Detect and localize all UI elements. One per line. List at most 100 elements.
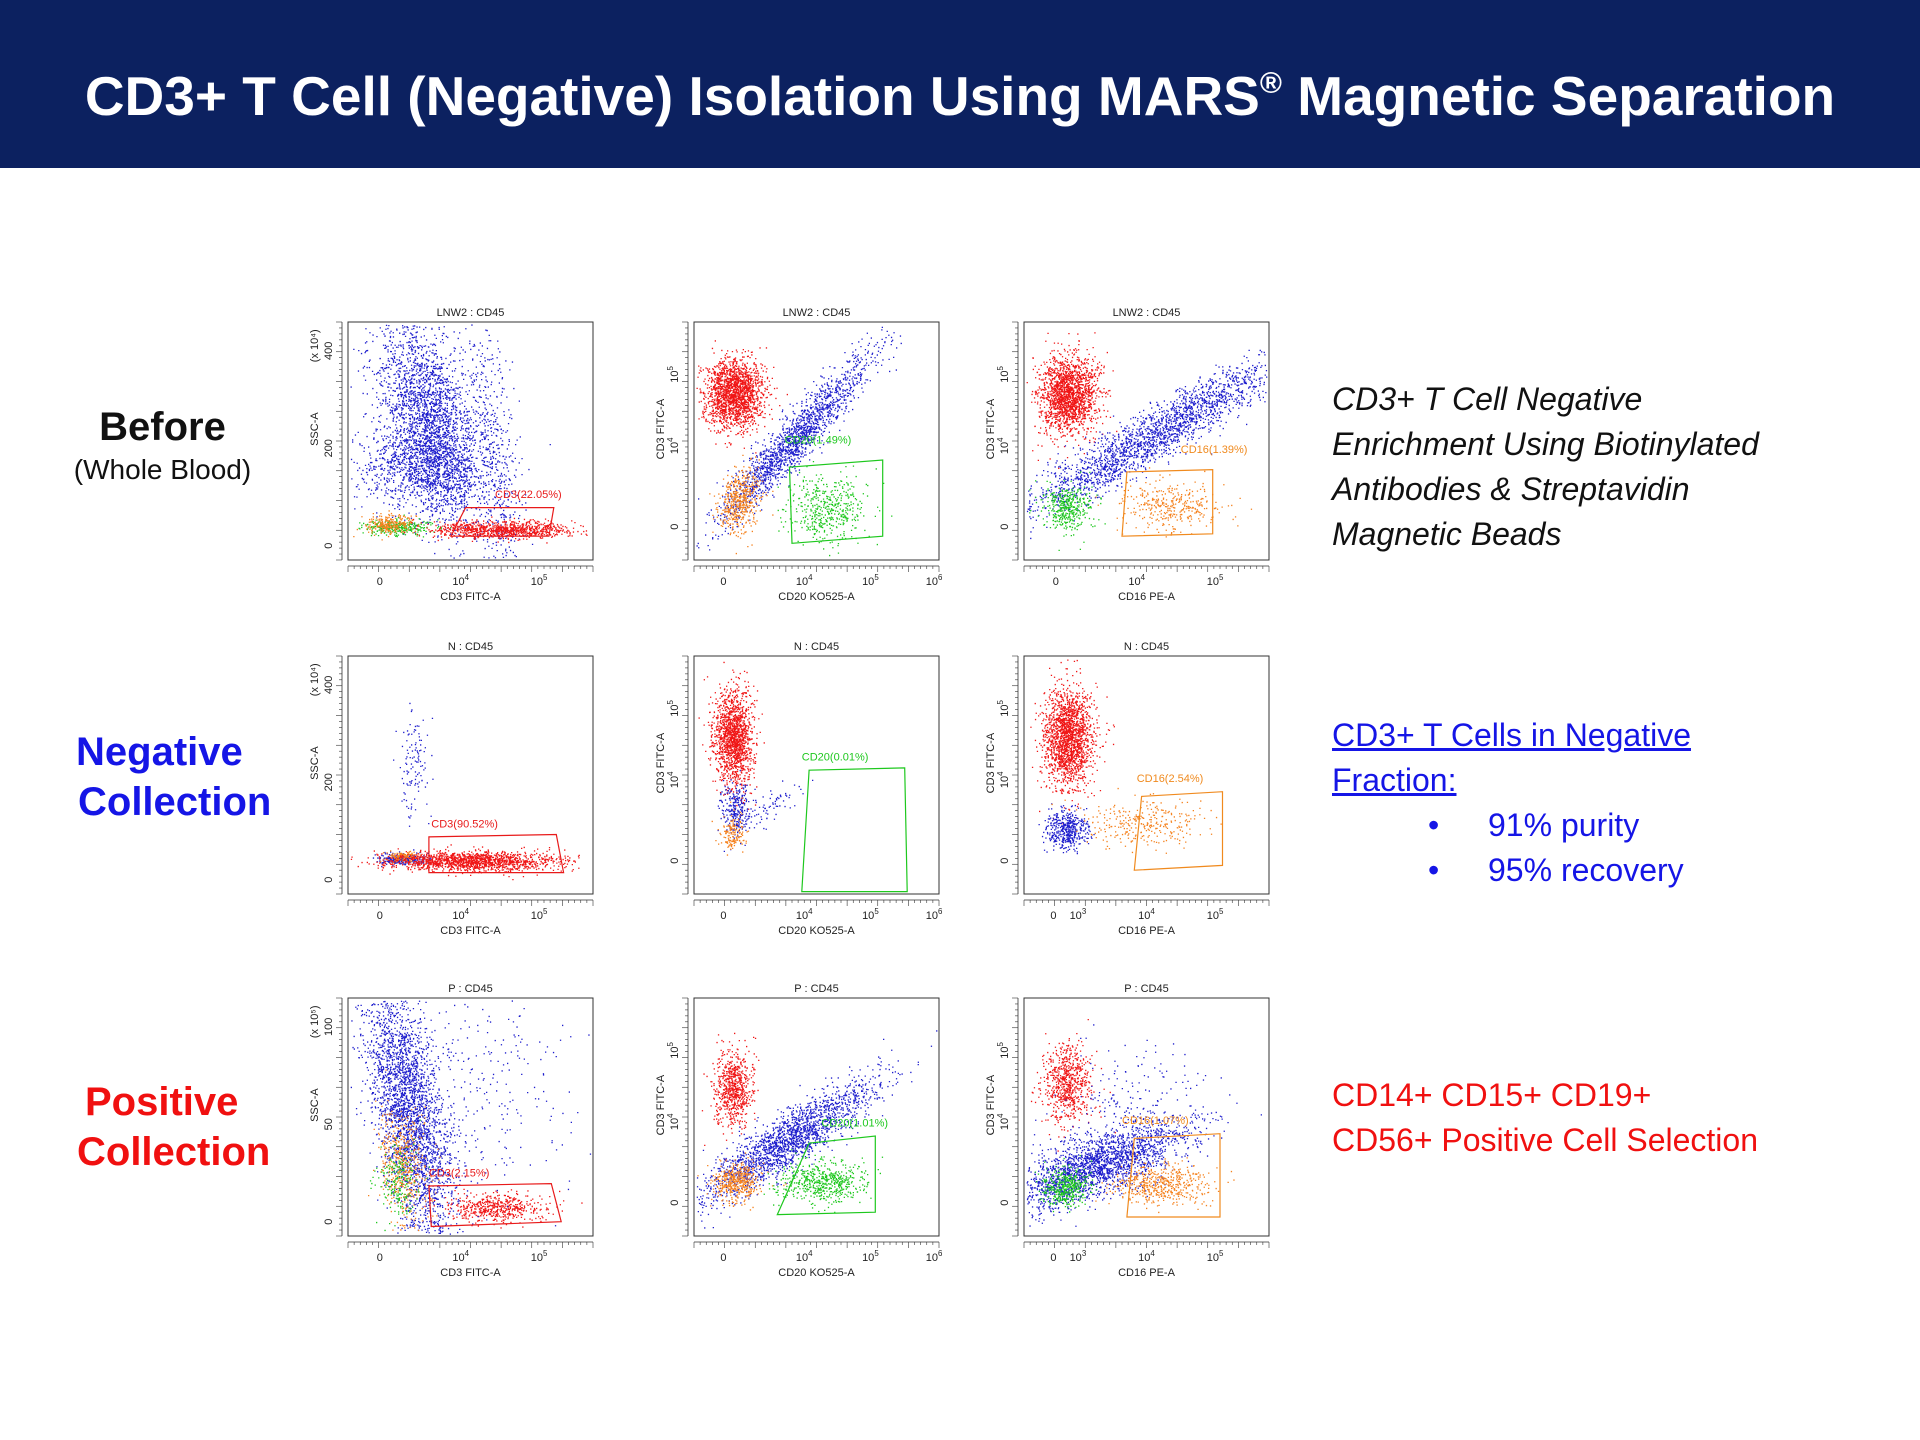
y-axis-label: CD3 FITC-A	[655, 732, 667, 793]
x-tick-label: 104	[1138, 907, 1155, 922]
y-tick-label: 0	[669, 858, 681, 864]
y-tick-label: 0	[999, 1200, 1011, 1206]
x-axis: 0 104 105 106 CD20 KO525-A	[693, 565, 943, 603]
y-axis-label: SSC-A	[309, 1088, 321, 1122]
x-tick-label: 104	[1138, 1249, 1155, 1264]
y-axis-label: CD3 FITC-A	[985, 1074, 997, 1135]
y-axis-label: CD3 FITC-A	[655, 1074, 667, 1135]
row-label-before-subtitle: (Whole Blood)	[73, 454, 252, 485]
y-tick-label: 105	[666, 1041, 681, 1058]
cell-events	[696, 326, 902, 557]
y-tick-label: 104	[996, 771, 1011, 788]
row-label-negative: Negative Collection	[58, 727, 303, 827]
cell-cluster	[697, 1152, 787, 1211]
gate-polygon[interactable]	[449, 507, 555, 537]
x-tick-label: 104	[452, 907, 469, 922]
flow-plot: P : CD45 CD16(1.07%) 0 103 104 105 CD16 PE-A 0 1…	[985, 983, 1270, 1279]
cell-events	[350, 702, 580, 881]
plot-title: N : CD45	[794, 641, 839, 653]
cell-cluster	[717, 769, 756, 852]
x-axis: 0 104 105 CD3 FITC-A	[347, 565, 594, 603]
y-tick-label: 0	[323, 1219, 335, 1225]
y-tick-label: 100	[323, 1018, 335, 1036]
y-axis: 0 50 100 SSC-A (x 10⁵)	[309, 997, 343, 1237]
x-axis-label: CD16 PE-A	[1118, 1267, 1176, 1279]
gate-label: CD16(1.39%)	[1181, 444, 1248, 456]
y-axis-multiplier: (x 10⁴)	[309, 663, 321, 696]
y-axis: 0 200 400 SSC-A (x 10⁴)	[309, 655, 343, 895]
y-axis-label: CD3 FITC-A	[985, 732, 997, 793]
gate-polygon[interactable]	[1133, 791, 1224, 871]
y-axis-label: SSC-A	[309, 746, 321, 780]
cell-cluster	[1026, 332, 1118, 469]
row-label-before-title: Before	[99, 405, 226, 449]
gate-polygon[interactable]	[776, 1135, 876, 1216]
cell-events	[350, 1000, 592, 1235]
note-negative-title-line1: CD3+ T Cells in Negative	[1332, 717, 1691, 753]
gate-label: CD3(90.52%)	[431, 818, 498, 830]
row-label-before: Before (Whole Blood)	[40, 402, 285, 488]
x-tick-label: 105	[531, 1249, 548, 1264]
gate-label: CD3(22.05%)	[495, 489, 562, 501]
x-tick-label: 104	[796, 1249, 813, 1264]
cell-events	[1026, 332, 1268, 551]
note-before-line: CD3+ T Cell Negative	[1332, 381, 1643, 417]
x-axis: 0 104 105 106 CD20 KO525-A	[693, 899, 943, 937]
x-tick-label: 106	[926, 573, 943, 588]
row-label-negative-line2: Collection	[78, 780, 272, 824]
gate-label: CD20(1.49%)	[785, 434, 852, 446]
cell-cluster	[698, 661, 765, 810]
gate-polygon[interactable]	[1126, 1133, 1221, 1218]
cell-cluster	[1030, 1019, 1116, 1152]
gate-label: CD3(2.15%)	[429, 1168, 490, 1180]
row-label-positive: Positive Collection	[58, 1077, 303, 1177]
cell-events	[698, 661, 814, 856]
y-tick-label: 105	[996, 1041, 1011, 1058]
x-tick-label: 104	[452, 573, 469, 588]
note-before-line: Enrichment Using Biotinylated	[1332, 426, 1759, 462]
y-axis: 0 104 105 CD3 FITC-A	[985, 321, 1019, 561]
cell-cluster	[1051, 787, 1222, 854]
note-negative-bullets: 91% purity 95% recovery	[1332, 803, 1912, 893]
x-axis-label: CD16 PE-A	[1118, 925, 1176, 937]
gate-label: CD16(2.54%)	[1137, 773, 1204, 785]
gate-polygon[interactable]	[428, 833, 565, 874]
cell-cluster	[452, 324, 534, 559]
x-axis: 0 104 105 CD3 FITC-A	[347, 1241, 594, 1279]
y-axis-multiplier: (x 10⁴)	[309, 329, 321, 362]
gate-polygon[interactable]	[428, 1182, 562, 1228]
y-tick-label: 105	[996, 365, 1011, 382]
x-tick-label: 104	[452, 1249, 469, 1264]
x-tick-label: 0	[377, 910, 383, 922]
y-axis-label: CD3 FITC-A	[655, 398, 667, 459]
gate-polygon[interactable]	[788, 459, 884, 544]
x-tick-label: 105	[862, 1249, 879, 1264]
gate-polygon[interactable]	[1121, 468, 1214, 537]
plot-title: LNW2 : CD45	[437, 307, 505, 319]
plot-frame	[347, 997, 594, 1237]
y-tick-label: 104	[666, 771, 681, 788]
note-positive-line: CD56+ Positive Cell Selection	[1332, 1122, 1758, 1158]
y-tick-label: 104	[666, 437, 681, 454]
x-tick-label: 0	[1050, 1252, 1056, 1264]
gate-polygon[interactable]	[801, 767, 908, 893]
y-tick-label: 105	[996, 699, 1011, 716]
row-label-positive-line2: Collection	[77, 1130, 271, 1174]
x-tick-label: 104	[796, 907, 813, 922]
x-axis: 0 104 105 106 CD20 KO525-A	[693, 1241, 943, 1279]
y-tick-label: 50	[323, 1118, 335, 1130]
cell-cluster	[1026, 1092, 1262, 1227]
note-before-line: Antibodies & Streptavidin	[1332, 471, 1690, 507]
y-tick-label: 0	[669, 1200, 681, 1206]
cell-cluster	[350, 1000, 474, 1235]
plot-title: N : CD45	[448, 641, 493, 653]
y-tick-label: 400	[323, 342, 335, 360]
x-tick-label: 103	[1070, 1249, 1087, 1264]
y-axis: 0 104 105 CD3 FITC-A	[985, 997, 1019, 1237]
cell-events	[696, 1030, 938, 1229]
x-tick-label: 105	[531, 573, 548, 588]
x-tick-label: 106	[926, 1249, 943, 1264]
x-tick-label: 105	[862, 573, 879, 588]
y-tick-label: 0	[669, 524, 681, 530]
y-tick-label: 105	[666, 365, 681, 382]
